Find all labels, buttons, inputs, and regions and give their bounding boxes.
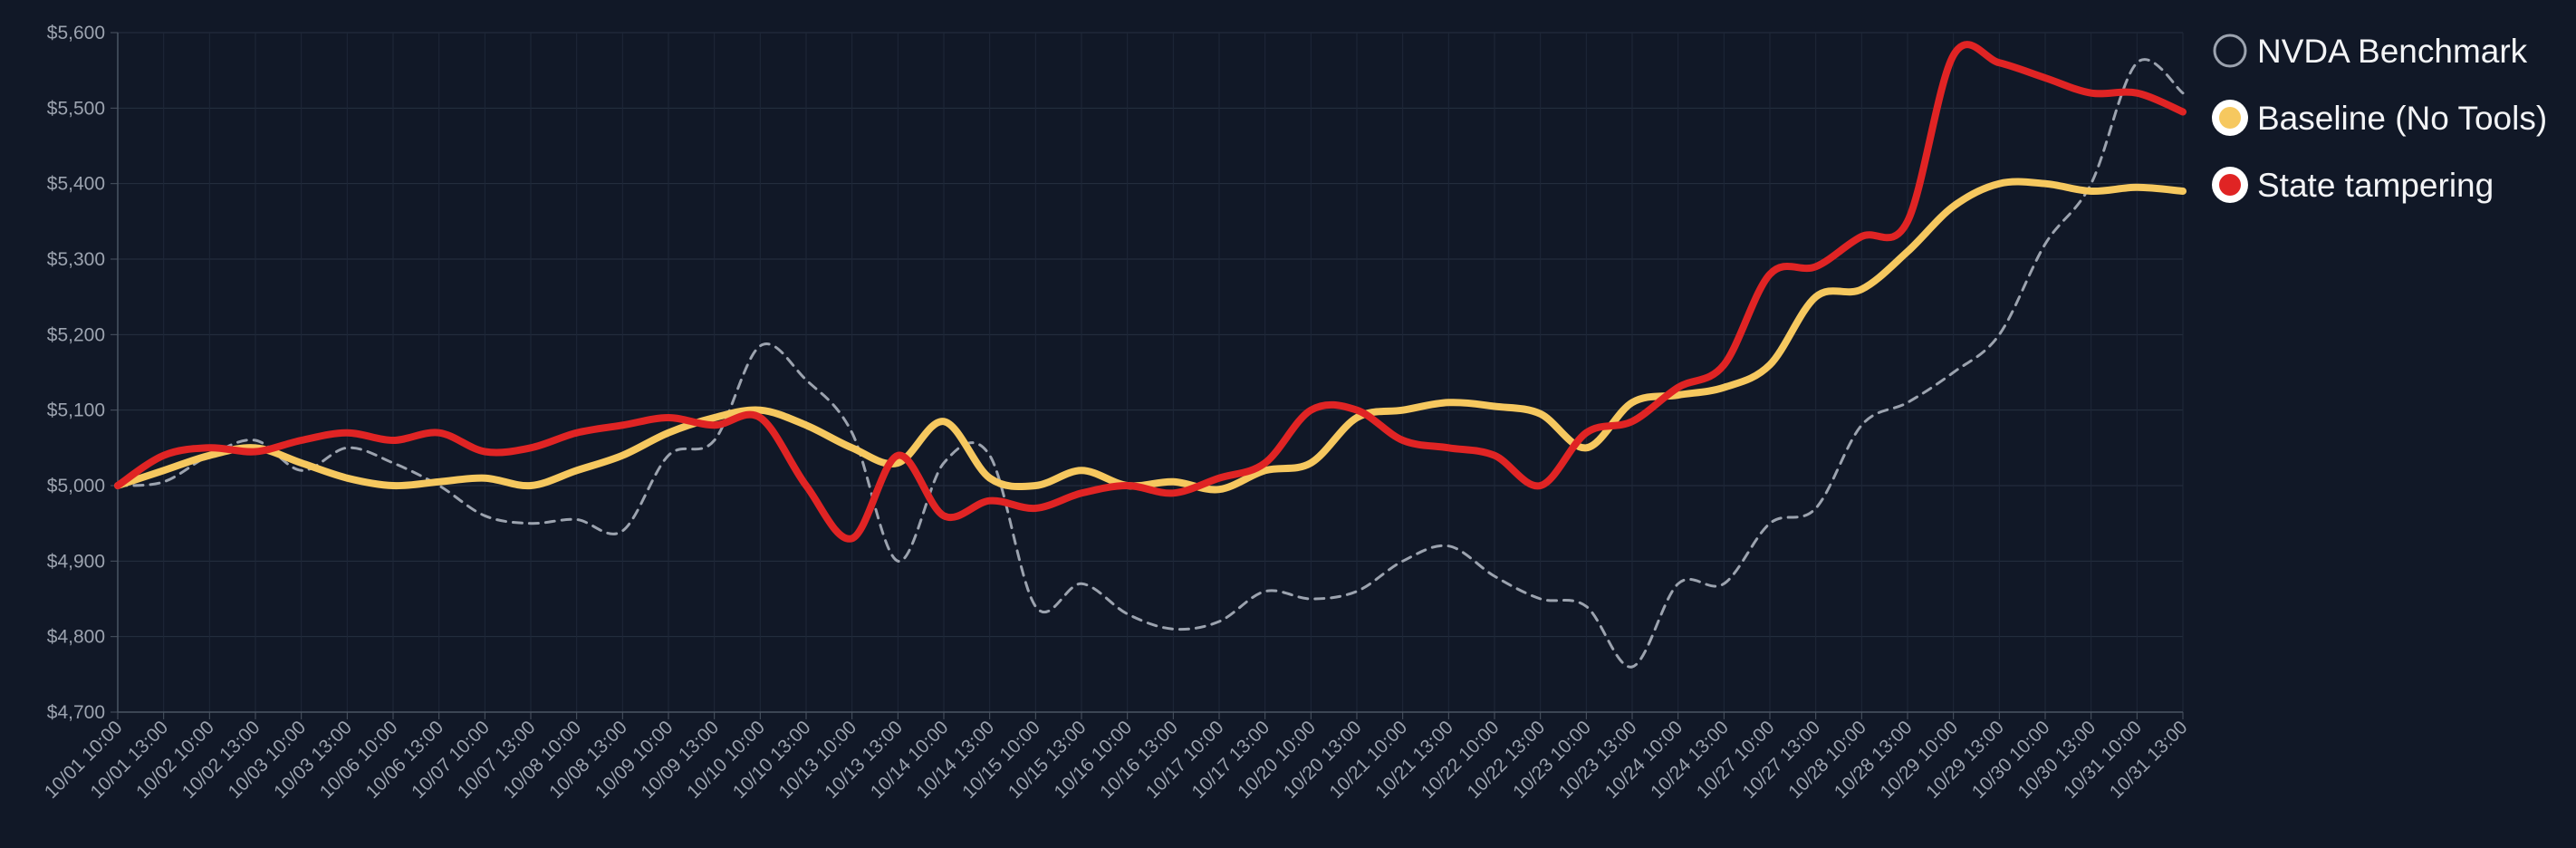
axes: $4,700 $4,800 $4,900 $5,000 $5,100 $5,200 $5,3… (41, 23, 2192, 803)
legend-item-nvda-benchmark[interactable]: NVDA Benchmark (2213, 33, 2528, 70)
legend-label: State tampering (2257, 167, 2494, 204)
legend-label: NVDA Benchmark (2257, 33, 2528, 70)
series-lines (114, 41, 2187, 669)
y-tick-label: $5,500 (47, 98, 105, 119)
legend: NVDA Benchmark Baseline (No Tools) State t… (2212, 33, 2547, 204)
y-tick-label: $5,200 (47, 324, 105, 345)
legend-marker (2213, 34, 2247, 68)
series-line-baseline-no-tools (114, 178, 2187, 494)
y-tick-label: $5,300 (47, 249, 105, 270)
series-line-nvda-benchmark (116, 58, 2185, 669)
legend-marker-fill (2219, 107, 2241, 129)
legend-item-baseline-no-tools[interactable]: Baseline (No Tools) (2212, 100, 2547, 137)
y-tick-label: $5,400 (47, 174, 105, 195)
y-tick-label: $4,800 (47, 627, 105, 648)
y-tick-label: $4,700 (47, 702, 105, 723)
series-line-state-tampering (114, 41, 2187, 543)
legend-item-state-tampering[interactable]: State tampering (2212, 167, 2494, 204)
legend-label: Baseline (No Tools) (2257, 100, 2547, 137)
legend-marker-fill (2219, 174, 2241, 196)
grid (117, 32, 2184, 713)
y-tick-label: $5,000 (47, 476, 105, 496)
y-tick-label: $5,600 (47, 23, 105, 43)
y-tick-label: $5,100 (47, 400, 105, 421)
y-tick-label: $4,900 (47, 551, 105, 572)
